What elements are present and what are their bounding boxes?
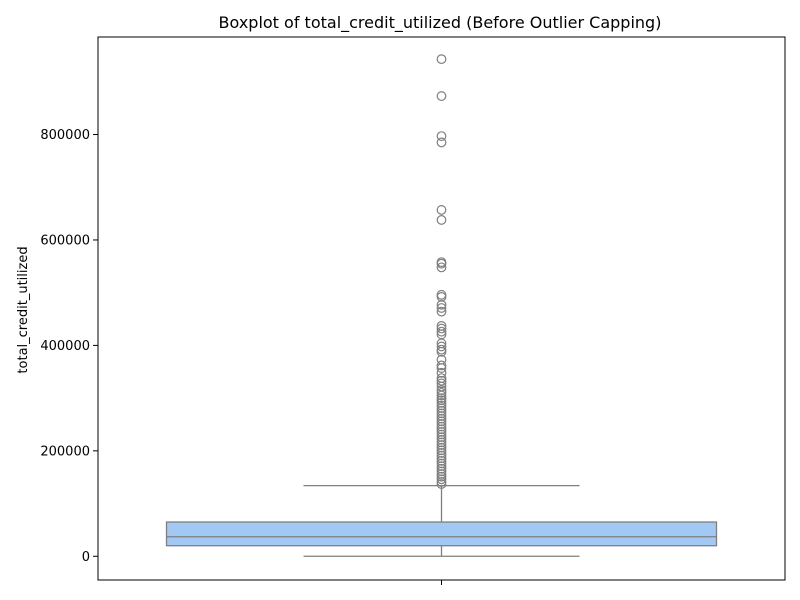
- outlier-point: [436, 346, 447, 357]
- outlier-point: [436, 375, 447, 386]
- outlier-point: [436, 292, 447, 302]
- outlier-points: [436, 54, 447, 489]
- outlier-point: [436, 360, 447, 371]
- chart-title: Boxplot of total_credit_utilized (Before…: [219, 13, 662, 33]
- outlier-point: [436, 306, 447, 317]
- outlier-point: [436, 403, 447, 414]
- outlier-point: [436, 461, 447, 472]
- outlier-point: [436, 326, 447, 337]
- outlier-point: [436, 416, 447, 427]
- outlier-point: [436, 299, 447, 310]
- iqr-box: [165, 521, 718, 547]
- outlier-point: [436, 303, 447, 313]
- outlier-point: [436, 397, 447, 408]
- outlier-point: [436, 463, 447, 474]
- outlier-point: [436, 479, 447, 489]
- y-axis-ticks: 0 200000 400000 600000 800000: [40, 128, 98, 565]
- outlier-point: [436, 471, 447, 482]
- outlier-point: [436, 378, 447, 389]
- outlier-point: [436, 453, 447, 464]
- outlier-point: [436, 400, 447, 411]
- outlier-point: [436, 437, 447, 448]
- y-axis-label: total_credit_utilized: [16, 246, 31, 373]
- outlier-point: [436, 442, 447, 453]
- outlier-point: [436, 54, 447, 65]
- outlier-point: [436, 424, 447, 435]
- outlier-point: [436, 469, 447, 479]
- outlier-point: [436, 215, 447, 225]
- y-tick-label: 200000: [40, 444, 90, 459]
- outlier-point: [436, 421, 447, 432]
- outlier-point: [436, 131, 447, 142]
- outlier-point: [436, 137, 447, 148]
- outlier-point: [436, 445, 447, 456]
- outlier-point: [436, 405, 447, 416]
- outlier-point: [436, 367, 447, 378]
- outlier-point: [436, 411, 447, 421]
- outlier-point: [436, 426, 447, 437]
- outlier-point: [436, 466, 447, 477]
- outlier-point: [436, 434, 447, 445]
- outlier-point: [436, 432, 447, 443]
- outlier-point: [436, 323, 447, 334]
- outlier-point: [436, 387, 447, 398]
- outlier-point: [436, 440, 447, 450]
- outlier-point: [436, 91, 447, 101]
- outlier-point: [436, 455, 447, 466]
- outlier-point: [436, 289, 447, 300]
- outlier-point: [436, 363, 447, 373]
- outlier-point: [436, 419, 447, 429]
- outlier-point: [436, 262, 447, 273]
- outlier-point: [436, 429, 447, 440]
- y-tick-label: 0: [82, 550, 90, 565]
- outlier-point: [436, 258, 447, 269]
- outlier-point: [436, 413, 447, 424]
- y-tick-label: 400000: [40, 339, 90, 354]
- outlier-point: [436, 450, 447, 461]
- outlier-point: [436, 474, 447, 485]
- box-group: [165, 484, 718, 557]
- outlier-point: [436, 385, 447, 396]
- y-tick-label: 800000: [40, 128, 90, 143]
- outlier-point: [436, 341, 447, 352]
- outlier-point: [436, 390, 447, 401]
- outlier-point: [436, 395, 447, 406]
- outlier-point: [436, 448, 447, 458]
- outlier-point: [436, 205, 447, 215]
- y-tick-label: 600000: [40, 233, 90, 248]
- outlier-point: [436, 458, 447, 469]
- outlier-point: [436, 408, 447, 419]
